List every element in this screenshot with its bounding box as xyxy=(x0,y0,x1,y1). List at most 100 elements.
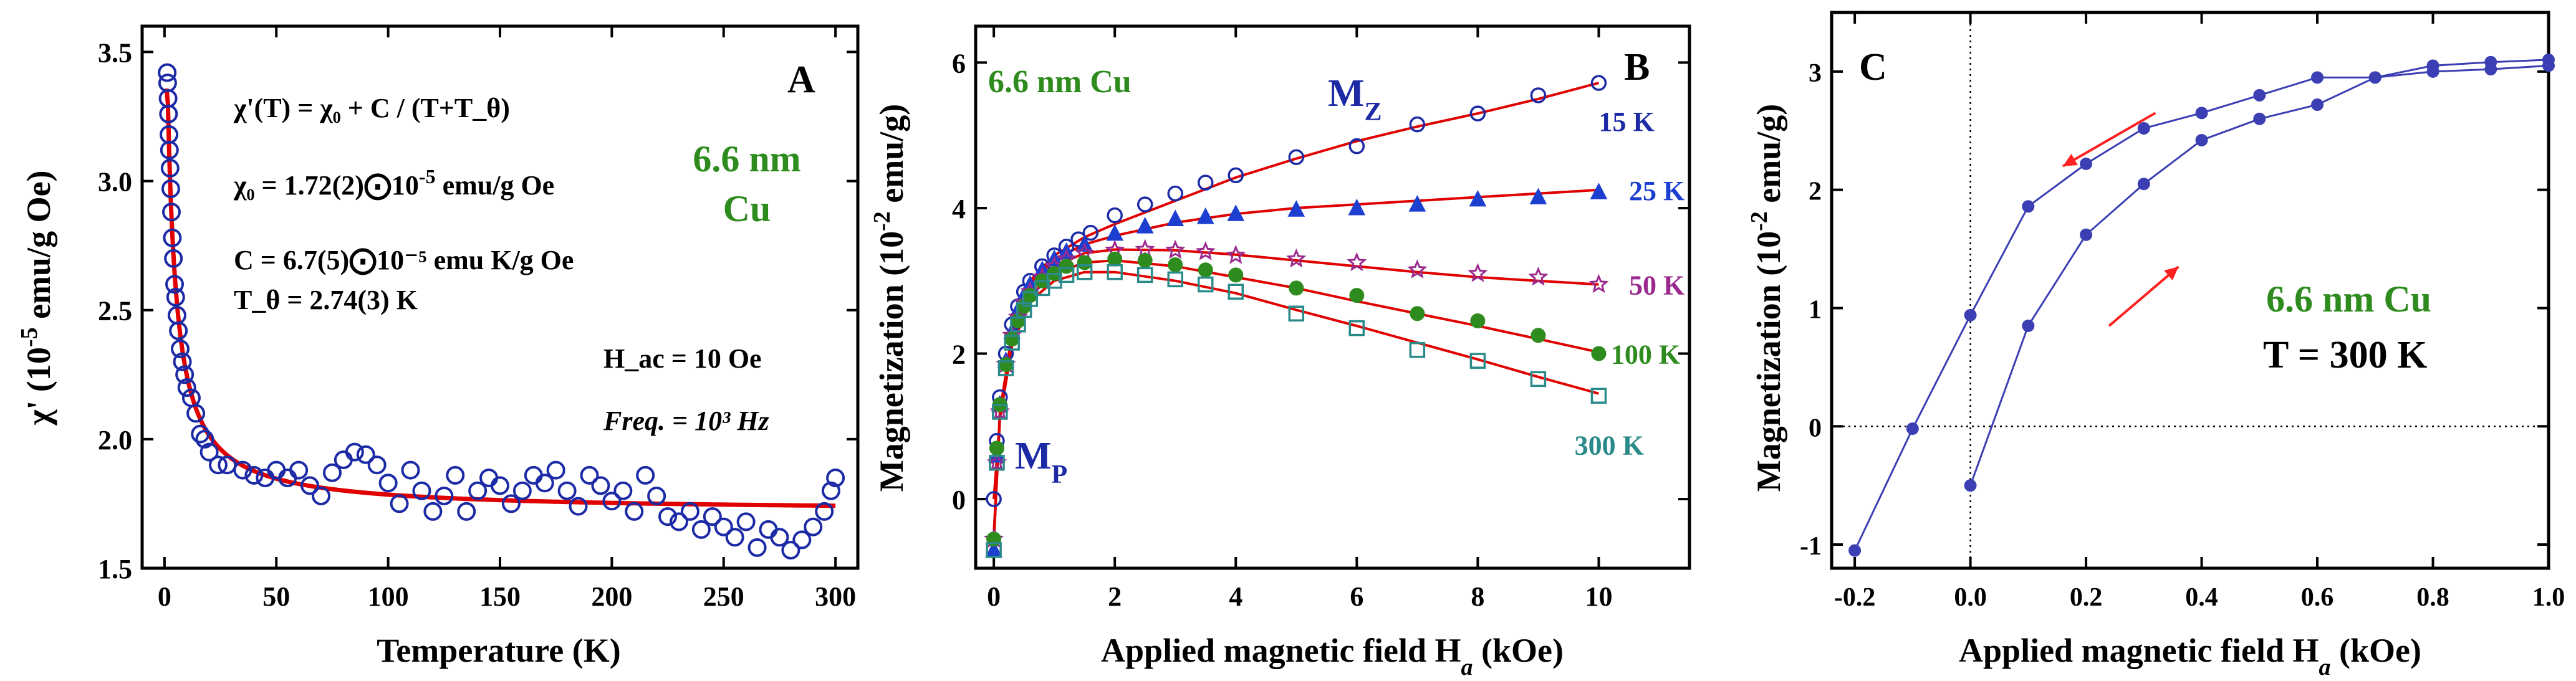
data-point xyxy=(173,352,192,371)
data-point xyxy=(166,288,185,307)
data-point-15k xyxy=(1530,87,1547,103)
series-label-25k: 25 K xyxy=(1629,176,1684,206)
data-point xyxy=(535,474,554,493)
data-point xyxy=(401,460,420,480)
y-tick-label: 0 xyxy=(1809,414,1822,442)
data-point-25k xyxy=(1287,200,1305,217)
data-point xyxy=(208,455,228,475)
data-point xyxy=(747,538,767,557)
data-point-100k xyxy=(1591,346,1607,361)
data-point xyxy=(175,365,195,384)
y-axis-label-c: Magnetization (10-2 emu/g) xyxy=(1746,104,1787,492)
data-point-100k xyxy=(989,441,1004,456)
data-point xyxy=(512,481,532,500)
data-point-15k xyxy=(986,491,1002,507)
data-point-300k xyxy=(1530,371,1547,388)
data-point-25k xyxy=(1196,207,1214,224)
data-point-decreasing xyxy=(1906,422,1919,436)
data-point-15k xyxy=(1228,167,1244,184)
y-tick-label: 3 xyxy=(1809,59,1822,88)
data-point-300k xyxy=(1107,264,1123,280)
data-point-100k xyxy=(1349,288,1365,303)
data-point-300k xyxy=(1228,283,1244,300)
data-point-100k xyxy=(1470,313,1486,328)
x-tick-label: 1.0 xyxy=(2532,583,2565,612)
data-point xyxy=(356,445,375,464)
data-point-25k xyxy=(1469,189,1487,207)
data-point xyxy=(703,507,722,526)
data-point-15k xyxy=(1137,196,1153,212)
data-point-decreasing xyxy=(2311,71,2324,84)
data-point xyxy=(468,481,488,500)
data-point-100k xyxy=(1077,255,1092,270)
x-tick-label: 10 xyxy=(1585,581,1612,612)
data-point-increasing xyxy=(2311,98,2324,112)
annotation-hac: H_ac = 10 Oe xyxy=(603,343,762,374)
data-point xyxy=(804,517,823,536)
material-label-b: 6.6 nm Cu xyxy=(988,64,1132,100)
mz-label: MZ xyxy=(1328,72,1382,126)
data-point-15k xyxy=(1288,149,1305,165)
data-point xyxy=(457,502,476,521)
panel-b: 0 2 4 6 8 10 0 2 4 6 B 6.6 nm Cu MZ MP 15 K 25 K 50… xyxy=(869,24,1691,680)
x-tick-label: 300 xyxy=(815,581,856,612)
data-point-50k xyxy=(1588,274,1609,293)
arrow-decreasing-head xyxy=(2062,153,2078,166)
arrow-decreasing xyxy=(2062,112,2156,168)
equation-chi0: χ₀ = 1.72(2)⨀10-5 emu/g Oe xyxy=(233,165,554,201)
data-point-25k xyxy=(1227,204,1245,221)
y-tick-label: -1 xyxy=(1800,532,1822,561)
data-point xyxy=(334,450,353,469)
panel-a: 0 50 100 150 200 250 300 1.5 2.0 2.5 3.0 3.5 A χ'(T… xyxy=(16,24,860,669)
x-tick-label: 250 xyxy=(703,581,744,612)
material-label-c: 6.6 nm Cu xyxy=(2266,279,2431,320)
data-point xyxy=(191,424,210,444)
data-point xyxy=(815,502,834,521)
x-tick-label: 50 xyxy=(262,581,290,612)
x-tick-label: 6 xyxy=(1350,581,1363,612)
y-axis-label-a: χ' (10-5 emu/g Oe) xyxy=(16,170,57,426)
panel-c-frame xyxy=(1830,11,2550,570)
data-point-100k xyxy=(1531,328,1546,343)
data-point-300k xyxy=(1004,335,1020,351)
data-point-50k xyxy=(1286,248,1307,268)
x-tick-label: 150 xyxy=(479,581,521,612)
y-tick-label: 6 xyxy=(952,48,966,79)
data-point-increasing xyxy=(2080,228,2093,241)
data-point xyxy=(479,469,499,487)
material-label-a-line1: 6.6 nm xyxy=(693,138,800,179)
data-point xyxy=(636,465,655,485)
x-tick-label: 0.6 xyxy=(2301,583,2334,612)
hysteresis-branch-increasing xyxy=(1969,64,2549,486)
data-point-15k xyxy=(1469,105,1486,121)
data-point-increasing xyxy=(2253,112,2266,125)
data-point xyxy=(345,442,364,462)
data-point xyxy=(199,442,219,462)
data-point xyxy=(390,494,409,513)
data-point-300k xyxy=(1590,388,1607,404)
y-tick-label: 1 xyxy=(1809,295,1822,324)
data-point xyxy=(412,481,431,500)
x-axis-label-b: Applied magnetic field Ha (kOe) xyxy=(1101,632,1564,680)
data-point-15k xyxy=(1082,224,1099,241)
data-point-100k xyxy=(1004,331,1020,347)
data-point xyxy=(501,494,521,513)
series-label-100k: 100 K xyxy=(1611,340,1680,370)
data-point-increasing xyxy=(2484,63,2497,76)
panel-b-letter: B xyxy=(1624,46,1650,88)
mp-label: MP xyxy=(1015,435,1067,489)
data-point-300k xyxy=(1197,276,1214,293)
x-tick-label: 0 xyxy=(987,581,1001,612)
data-point-100k xyxy=(998,357,1014,373)
data-point xyxy=(759,520,778,539)
data-point-300k xyxy=(1137,267,1153,283)
x-tick-label: 0.8 xyxy=(2416,583,2449,612)
data-point-increasing xyxy=(2426,65,2439,78)
data-point-increasing xyxy=(2022,319,2035,332)
panel-b-frame xyxy=(974,24,1691,570)
y-tick-label: 2.0 xyxy=(98,425,132,455)
x-tick-label: 200 xyxy=(591,581,632,612)
data-point xyxy=(160,158,180,178)
data-point-100k xyxy=(1059,259,1074,274)
data-point-25k xyxy=(1408,195,1426,212)
